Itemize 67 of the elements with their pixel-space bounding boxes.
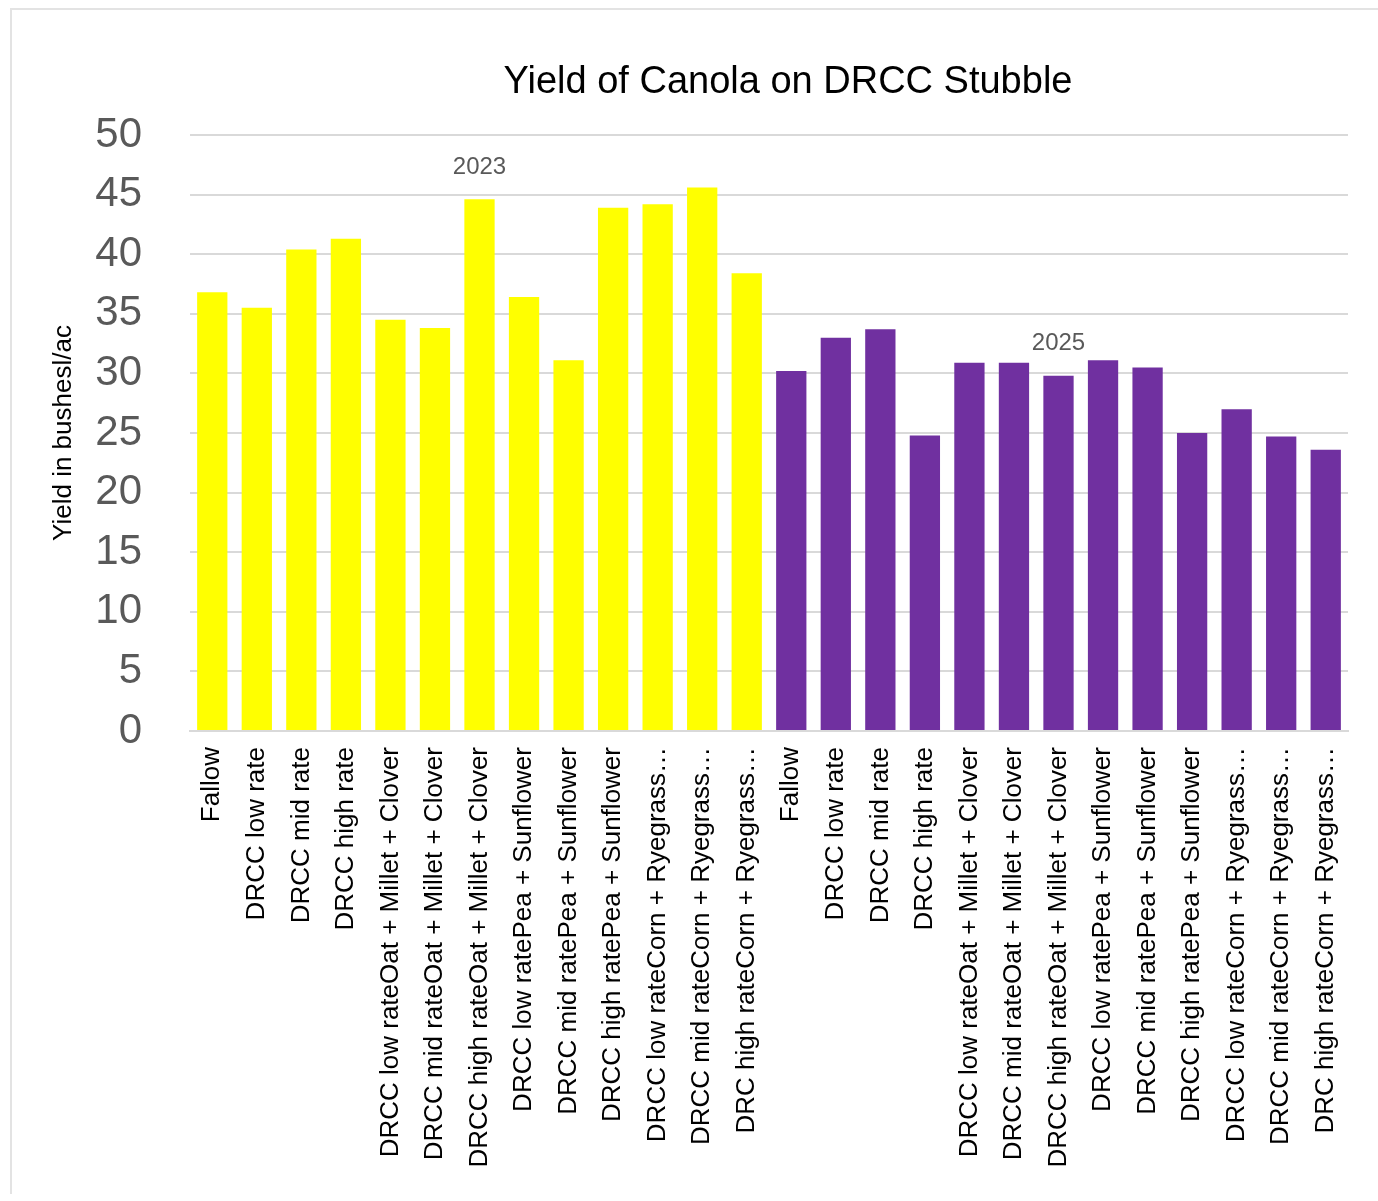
x-tick-label: DRCC high rateOat + Millet + Clover (462, 746, 493, 1168)
x-tick-label: DRCC high ratePea + Sunflower (596, 746, 627, 1123)
y-tick-label: 20 (95, 466, 142, 514)
x-tick-label: Fallow (195, 746, 226, 823)
bar (330, 238, 362, 730)
x-tick-label: DRCC high ratePea + Sunflower (1175, 746, 1206, 1123)
x-tick-label: DRCC mid rate (284, 747, 315, 924)
bar (1266, 436, 1297, 730)
y-tick-label: 30 (95, 346, 142, 394)
x-tick-label: DRCC low rateCorn + Ryegrass… (1219, 747, 1250, 1143)
x-tick-label: DRCC low rateOat + Millet + Clover (373, 746, 404, 1158)
x-tick-label: DRCC mid rateCorn + Ryegrass… (685, 747, 716, 1146)
x-tick-label: DRC high rateCorn + Ryegrass… (729, 747, 760, 1134)
x-tick-label: DRCC low rate (239, 747, 270, 921)
chart-title: Yield of Canola on DRCC Stubble (503, 59, 1073, 102)
y-tick-label: 15 (95, 525, 142, 573)
y-tick-label: 0 (118, 704, 142, 752)
bar (731, 273, 762, 730)
bar (1176, 433, 1208, 730)
bar (419, 328, 451, 730)
bar (954, 362, 985, 730)
y-tick-label: 50 (95, 108, 142, 156)
x-tick-label: DRCC low rateOat + Millet + Clover (952, 746, 983, 1158)
x-tick-label: DRCC high rate (908, 747, 939, 931)
x-tick-label: DRCC low ratePea + Sunflower (507, 746, 538, 1112)
y-axis-title: Yield in bushesl/ac (46, 325, 77, 541)
x-tick-label: Fallow (774, 746, 805, 823)
bar (286, 249, 317, 730)
y-tick-label: 45 (95, 168, 142, 216)
y-tick-label: 35 (95, 287, 142, 335)
bar (553, 360, 584, 730)
x-tick-label: DRCC mid ratePea + Sunflower (1130, 746, 1161, 1115)
bar (597, 207, 629, 730)
y-tick-label: 5 (118, 644, 142, 692)
bar (1087, 360, 1119, 730)
y-tick-label: 25 (95, 406, 142, 454)
bar (1310, 449, 1341, 730)
x-tick-label: DRCC low rate (818, 747, 849, 921)
bar (375, 319, 406, 730)
bar (1221, 409, 1252, 730)
bar (909, 435, 941, 730)
series-label: 2025 (1031, 328, 1086, 356)
x-tick-label: DRCC mid rateOat + Millet + Clover (997, 746, 1028, 1161)
x-tick-label: DRCC mid ratePea + Sunflower (551, 746, 582, 1115)
x-tick-label: DRCC mid rateOat + Millet + Clover (418, 746, 449, 1161)
bar (1132, 367, 1163, 730)
bar (642, 204, 673, 730)
bar (776, 371, 807, 730)
x-tick-label: DRCC mid rate (863, 747, 894, 924)
bar (687, 187, 718, 730)
x-tick-label: DRCC low rateCorn + Ryegrass… (640, 747, 671, 1143)
bar (508, 297, 540, 730)
x-tick-label: DRC high rateCorn + Ryegrass… (1308, 747, 1339, 1134)
bar (865, 329, 896, 730)
bar (1043, 375, 1074, 730)
bar (998, 362, 1030, 730)
x-tick-label: DRCC mid rateCorn + Ryegrass… (1264, 747, 1295, 1146)
bar (241, 307, 272, 730)
y-tick-label: 10 (95, 585, 142, 633)
y-tick-label: 40 (95, 227, 142, 275)
x-tick-label: DRCC high rateOat + Millet + Clover (1041, 746, 1072, 1168)
x-tick-label: DRCC low ratePea + Sunflower (1086, 746, 1117, 1112)
bar (464, 199, 495, 730)
series-label: 2023 (452, 151, 507, 179)
x-tick-label: DRCC high rate (329, 747, 360, 931)
bar (820, 337, 851, 730)
bar (197, 292, 228, 730)
